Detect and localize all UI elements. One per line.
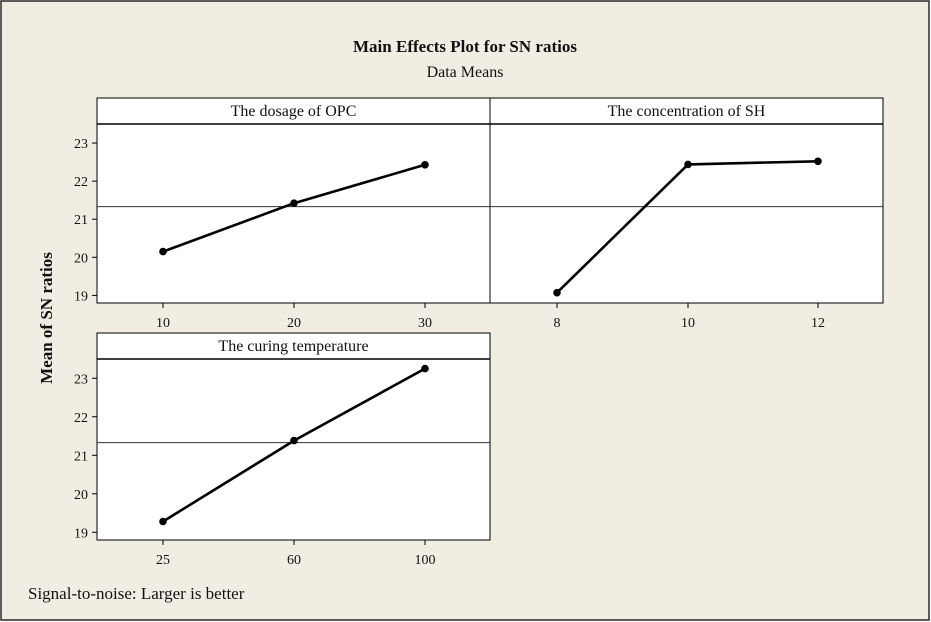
x-tick-label: 12 <box>811 316 825 331</box>
data-point <box>290 436 298 445</box>
footnote: Signal-to-noise: Larger is better <box>28 584 245 603</box>
data-point <box>421 364 429 373</box>
x-tick-label: 8 <box>554 316 561 331</box>
data-point <box>290 199 298 207</box>
x-tick-label: 60 <box>287 553 301 568</box>
data-point <box>159 517 167 526</box>
y-tick-label: 20 <box>74 488 88 503</box>
y-tick-label: 20 <box>74 251 88 266</box>
data-point <box>159 247 167 256</box>
panels-layer: The dosage of OPC 19 20 21 22 23 10 20 30 The con… <box>74 97 884 568</box>
panel-title: The curing temperature <box>218 338 368 355</box>
y-tick-label: 21 <box>74 213 88 228</box>
x-tick-label: 20 <box>287 316 301 331</box>
y-tick-label: 21 <box>74 449 88 464</box>
effects-panel-2: The concentration of SH 8 10 12 <box>489 97 884 331</box>
panel-title: The concentration of SH <box>608 103 766 120</box>
effects-panel-3: The curing temperature 19 20 21 22 23 25 60 100 <box>74 332 491 568</box>
y-tick-label: 19 <box>74 526 88 541</box>
panel-frame <box>489 97 884 304</box>
x-tick-label: 10 <box>681 316 695 331</box>
data-point <box>553 288 561 297</box>
y-tick-label: 23 <box>74 372 88 387</box>
x-tick-label: 30 <box>418 316 432 331</box>
y-tick-label: 22 <box>74 175 88 190</box>
chart-subtitle: Data Means <box>427 64 504 81</box>
data-point <box>814 157 822 166</box>
panel-title: The dosage of OPC <box>231 103 357 120</box>
data-point <box>684 160 692 169</box>
y-tick-label: 23 <box>74 137 88 152</box>
panel-frame <box>96 332 491 541</box>
data-point <box>421 161 429 169</box>
x-tick-label: 10 <box>156 316 170 331</box>
chart-title: Main Effects Plot for SN ratios <box>353 37 577 56</box>
x-tick-label: 100 <box>415 553 436 568</box>
y-tick-label: 19 <box>74 289 88 304</box>
y-axis-label: Mean of SN ratios <box>37 252 56 384</box>
x-tick-label: 25 <box>156 553 170 568</box>
y-tick-label: 22 <box>74 411 88 426</box>
effects-panel-1: The dosage of OPC 19 20 21 22 23 10 20 30 <box>74 97 491 331</box>
